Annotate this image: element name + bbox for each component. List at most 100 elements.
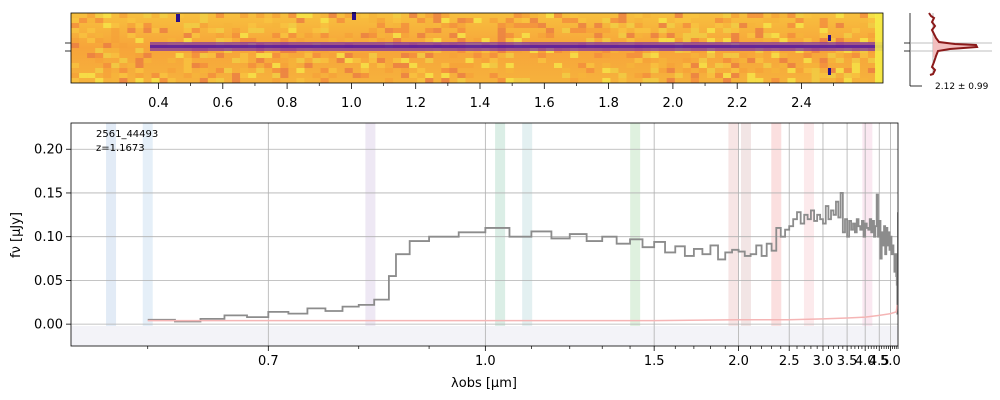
spectrum-2d-pixel [368, 58, 377, 63]
spectrum-1d-series [147, 192, 898, 323]
spectrum-2d-pixel [771, 78, 780, 83]
spectrum-2d-pixel [320, 68, 329, 73]
spectrum-2d-pixel [586, 28, 595, 33]
spectrum-2d-pixel [634, 33, 643, 38]
masked-pixel [176, 14, 180, 22]
spectrum-2d-pixel [481, 38, 490, 43]
spectrum-2d-pixel [795, 68, 804, 73]
spectrum-2d-pixel [264, 53, 273, 58]
spectrum-2d-pixel [87, 28, 96, 33]
spectrum-2d-pixel [666, 28, 675, 33]
spectrum-2d-pixel [851, 68, 860, 73]
spectrum-2d-pixel [191, 53, 200, 58]
spectrum-2d-pixel [272, 58, 281, 63]
spectrum-2d-pixel [183, 23, 192, 28]
spectrum-2d-pixel [811, 63, 820, 68]
spectrum-2d-pixel [787, 33, 796, 38]
spectrum-2d-pixel [417, 68, 426, 73]
spectrum-2d-pixel [143, 58, 152, 63]
spectrum-2d-pixel [755, 33, 764, 38]
spectrum-2d-pixel [87, 13, 96, 18]
x-axis-tick-label: 3.0 [813, 354, 834, 369]
spectrum-2d-pixel [215, 53, 224, 58]
spectrum-2d-pixel [384, 28, 394, 33]
spectrum-1d-frame [70, 122, 899, 347]
emission-line-band [365, 123, 376, 346]
spectrum-2d-pixel [602, 78, 611, 83]
spectrum-2d-pixel [747, 58, 756, 63]
spectrum-2d-pixel [787, 68, 796, 73]
top-axis-tick-label: 0.8 [277, 96, 298, 111]
top-axis-tick-label: 1.6 [534, 96, 555, 111]
spectrum-2d-pixel [135, 68, 144, 73]
spectrum-2d-pixel [795, 23, 804, 28]
spectrum-2d-pixel [441, 63, 450, 68]
spectrum-2d-pixel [304, 33, 313, 38]
spectrum-2d-pixel [433, 38, 442, 43]
spectrum-2d-pixel [376, 23, 385, 28]
spectrum-2d-pixel [376, 58, 385, 63]
spectrum-2d-pixel [376, 33, 385, 38]
spectrum-2d-pixel [401, 58, 410, 63]
spectrum-2d-pixel [272, 53, 281, 58]
spectrum-2d-pixel [690, 38, 699, 43]
spectrum-2d-pixel [723, 58, 732, 63]
spectrum-2d-pixel [87, 18, 96, 23]
spectrum-2d-pixel [376, 18, 385, 23]
emission-line-band [142, 123, 153, 346]
spectrum-2d-pixel [731, 28, 740, 33]
spectrum-2d-pixel [634, 53, 643, 58]
x-axis-tick-label: 5.0 [880, 354, 901, 369]
spectrum-2d-pixel [264, 18, 273, 23]
x-axis-tick-label: 1.0 [475, 354, 496, 369]
x-axis-tick-label: 0.7 [258, 354, 279, 369]
spectrum-2d-pixel [682, 68, 691, 73]
spectrum-2d-pixel [803, 58, 812, 63]
spectrum-2d-pixel [352, 53, 361, 58]
spectrum-2d-pixel [674, 13, 683, 18]
spectrum-2d-pixel [256, 68, 265, 73]
spectrum-2d-pixel [240, 68, 249, 73]
spectrum-2d-pixel [602, 23, 611, 28]
spectrum-2d-pixel [280, 73, 289, 78]
spectrum-2d-pixel [457, 18, 466, 23]
spectrum-2d-pixel [658, 18, 667, 23]
spectrum-2d-pixel [827, 58, 836, 63]
spectrum-2d-pixel [843, 33, 852, 38]
spectrum-2d-pixel [272, 73, 281, 78]
spectrum-2d-pixel [731, 38, 740, 43]
spectrum-2d-pixel [215, 38, 224, 43]
spectrum-2d-pixel [513, 38, 522, 43]
spectrum-2d-pixel [296, 13, 305, 18]
spectrum-2d-pixel [360, 68, 369, 73]
top-axis-tick-label: 1.0 [341, 96, 362, 111]
spectrum-2d-pixel [731, 63, 740, 68]
spectrum-2d-pixel [827, 73, 836, 78]
spectrum-2d-pixel [859, 78, 868, 83]
spectrum-2d-pixel [731, 23, 740, 28]
spectrum-2d-pixel [320, 28, 329, 33]
spectrum-2d-pixel [803, 68, 812, 73]
spectrum-2d-pixel [819, 33, 828, 38]
spectrum-2d-pixel [223, 68, 233, 73]
spectrum-2d-pixel [215, 13, 224, 18]
spectrum-2d-pixel [835, 78, 844, 83]
spectrum-2d-pixel [682, 23, 691, 28]
top-axis-tick-label: 2.0 [663, 96, 684, 111]
spectrum-2d-pixel [827, 38, 836, 43]
spectrum-2d-pixel [288, 28, 297, 33]
spectrum-2d-pixel [304, 13, 313, 18]
spectrum-2d-pixel [95, 78, 104, 83]
spectrum-2d-pixel [344, 13, 353, 18]
spectrum-2d-pixel [352, 73, 361, 78]
y-axis-tick-label: 0.15 [34, 186, 63, 201]
spectrum-2d-pixel [111, 28, 120, 33]
spectrum-2d-pixel [843, 53, 852, 58]
spectrum-2d-pixel [562, 18, 571, 23]
spectrum-2d-pixel [642, 28, 651, 33]
spectrum-2d-pixel [513, 23, 522, 28]
trace-profile-line [928, 12, 979, 76]
spectrum-2d-pixel [698, 58, 707, 63]
spectrum-2d-pixel [288, 23, 297, 28]
spectrum-2d-pixel [368, 18, 377, 23]
